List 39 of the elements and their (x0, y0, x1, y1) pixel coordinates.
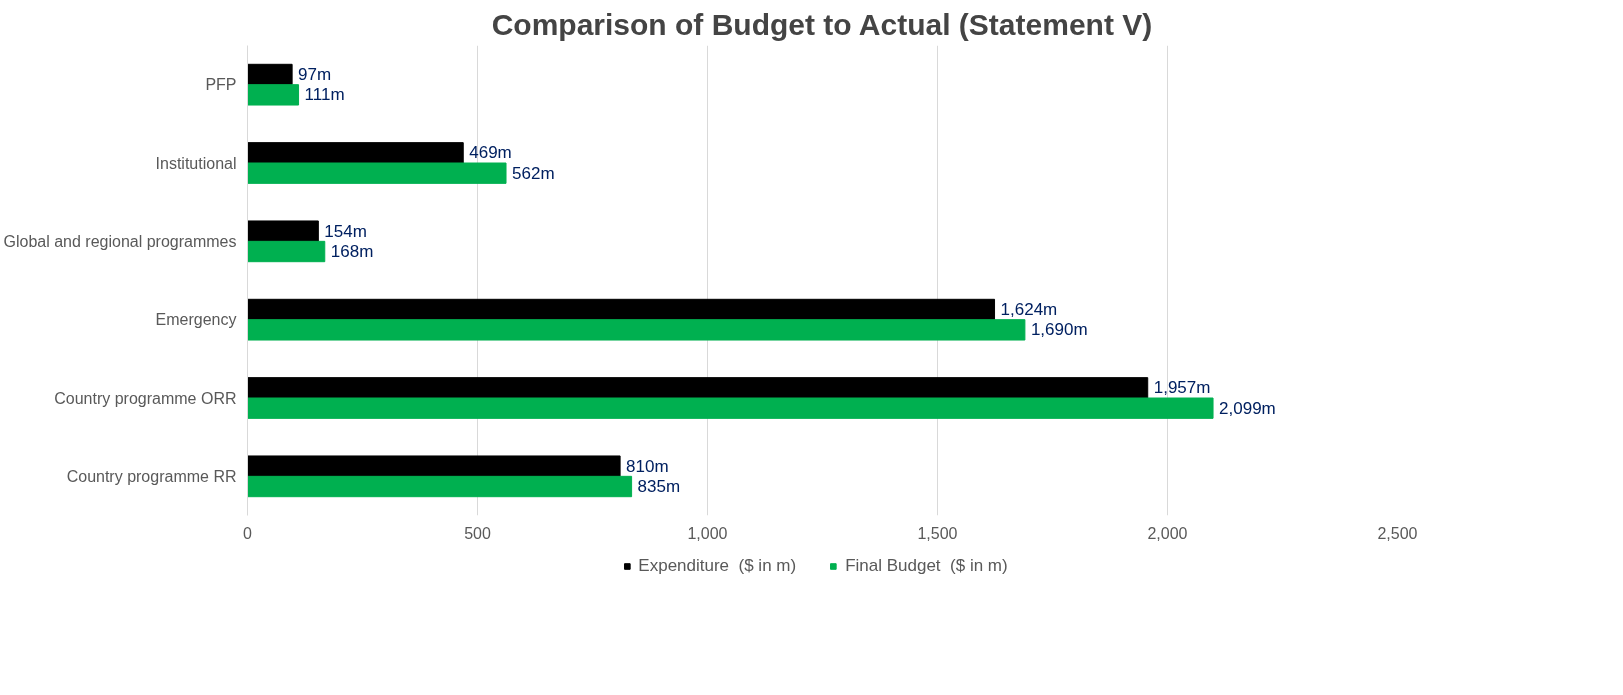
x-tick-label: 1,000 (687, 524, 728, 542)
x-tick-label: 2,000 (1147, 524, 1188, 542)
data-label: 1,690m (1030, 320, 1088, 340)
bar (247, 475, 633, 498)
data-label: 1,957m (1153, 378, 1211, 398)
y-tick-label: Emergency (155, 311, 237, 329)
data-label: 97m (298, 64, 332, 84)
y-tick-label: Global and regional programmes (3, 232, 237, 250)
data-label: 111m (304, 85, 345, 105)
y-tick-label: PFP (205, 76, 237, 94)
bar (247, 455, 621, 477)
data-label: 168m (330, 242, 374, 262)
bar (247, 298, 996, 321)
data-label: 562m (512, 163, 555, 183)
data-label: 1,624m (1000, 299, 1058, 319)
bar (247, 63, 293, 86)
bar (247, 240, 326, 263)
data-label: 835m (637, 477, 681, 497)
chart-title: Comparison of Budget to Actual (Statement V) (491, 7, 1153, 41)
y-tick-label: Country programme ORR (54, 389, 237, 407)
x-tick-label: 0 (243, 524, 253, 542)
bar (247, 377, 1149, 399)
x-tick-label: 2,500 (1377, 524, 1418, 542)
bar (247, 84, 300, 106)
data-label: 810m (626, 456, 669, 476)
bar (247, 220, 319, 242)
bar (247, 162, 507, 184)
legend-label: Final Budget ($ in m) (845, 556, 1008, 576)
x-tick-label: 1,500 (917, 524, 958, 542)
y-tick-label: Country programme RR (66, 467, 237, 485)
bar (247, 397, 1214, 419)
y-tick-label: Institutional (155, 154, 237, 172)
data-label: 2,099m (1219, 398, 1276, 418)
data-label: 154m (324, 221, 367, 241)
data-label: 469m (469, 143, 512, 163)
bar (247, 319, 1026, 341)
x-tick-label: 500 (464, 524, 491, 542)
bar (247, 142, 464, 164)
legend-label: Expenditure ($ in m) (638, 556, 797, 576)
